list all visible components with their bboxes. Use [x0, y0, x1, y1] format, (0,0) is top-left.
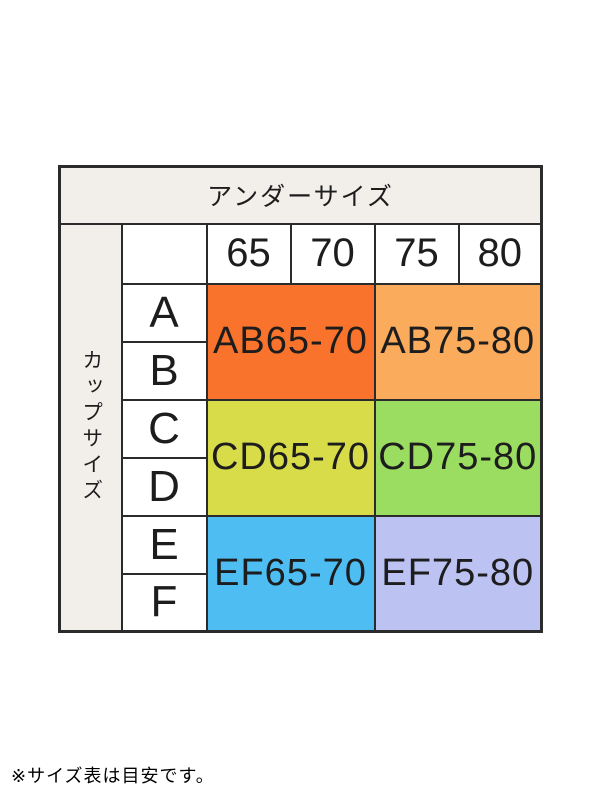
footnote: ※サイズ表は目安です。 [11, 766, 215, 786]
size-cell-ab65-70: AB65-70 [205, 282, 376, 401]
band-size-header-75: 75 [373, 222, 460, 285]
band-size-header-65: 65 [205, 222, 292, 285]
cup-size-c: C [120, 398, 208, 459]
size-cell-cd75-80: CD75-80 [373, 398, 543, 517]
size-cell-ef75-80: EF75-80 [373, 514, 543, 633]
cup-size-a: A [120, 282, 208, 343]
cup-size-f: F [120, 572, 208, 633]
corner-blank-cell [120, 222, 208, 285]
cup-size-axis-label: カップサイズ [58, 222, 123, 633]
cup-size-d: D [120, 456, 208, 517]
size-cell-ab75-80: AB75-80 [373, 282, 543, 401]
size-cell-ef65-70: EF65-70 [205, 514, 376, 633]
cup-size-e: E [120, 514, 208, 575]
size-cell-cd65-70: CD65-70 [205, 398, 376, 517]
size-chart-table: アンダーサイズ カップサイズ 65 70 75 80 A AB65-70 AB7… [58, 165, 544, 633]
band-size-header-70: 70 [289, 222, 376, 285]
cup-size-b: B [120, 340, 208, 401]
band-size-header-80: 80 [457, 222, 543, 285]
under-size-header: アンダーサイズ [58, 165, 543, 225]
